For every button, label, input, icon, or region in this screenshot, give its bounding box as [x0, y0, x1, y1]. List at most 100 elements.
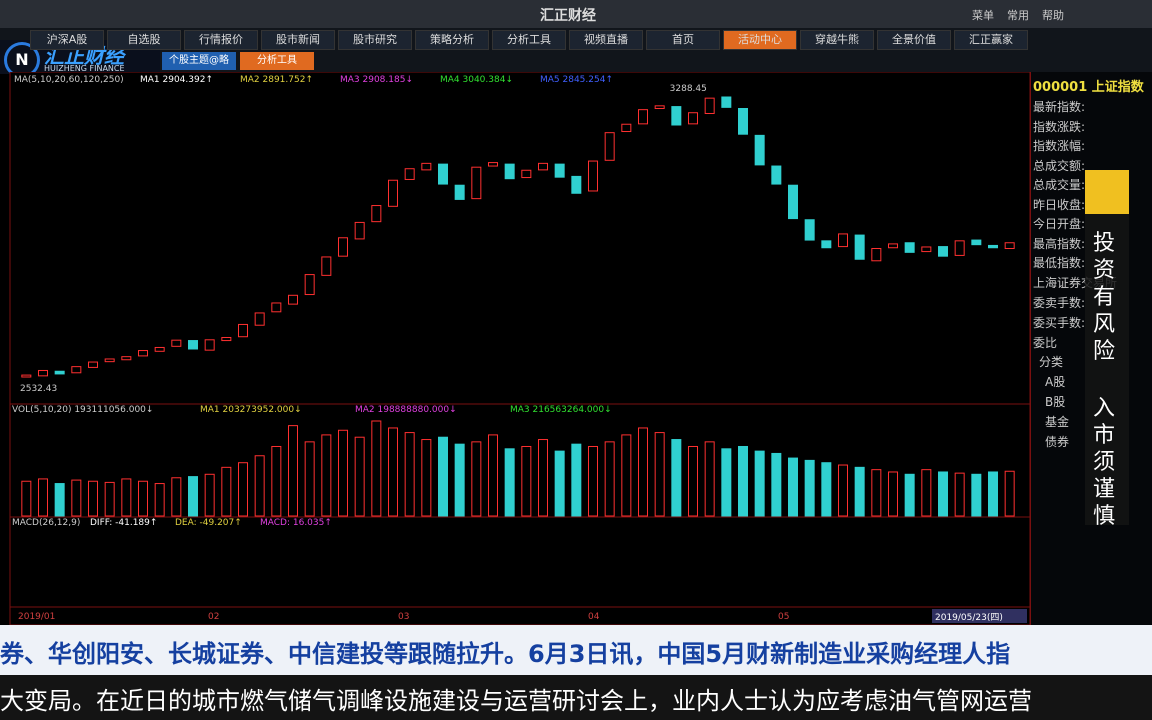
quote-field: 委卖手数:	[1033, 296, 1086, 310]
candle	[221, 336, 232, 342]
label: MACD(26,12,9)	[12, 518, 80, 528]
label: 2019/01	[18, 612, 55, 622]
volume-bar	[471, 441, 482, 517]
label: MA4 3040.384↓	[440, 75, 513, 85]
candle	[338, 237, 348, 257]
volume-bar	[638, 427, 648, 517]
candle	[988, 244, 998, 249]
volume-bar	[204, 473, 215, 517]
volume-bar	[404, 432, 415, 517]
chart-frame	[9, 72, 1030, 625]
volume-bar	[838, 464, 848, 517]
label: VOL(5,10,20) 193111056.000↓	[12, 405, 153, 415]
candle	[488, 162, 498, 167]
label: MA2 198888880.000↓	[355, 405, 457, 415]
volume-bar	[271, 445, 282, 517]
candle	[354, 221, 365, 240]
tab[interactable]: 行情报价	[184, 30, 258, 50]
tab[interactable]: 首页	[646, 30, 720, 50]
volume-bar	[21, 480, 32, 517]
volume-bar	[938, 471, 948, 517]
candle	[121, 356, 132, 361]
volume-bar	[54, 483, 65, 517]
label: 05	[778, 612, 789, 622]
candle	[238, 323, 248, 338]
breadth-row: 债券	[1045, 435, 1070, 449]
volume-bar	[188, 476, 198, 517]
label: 2019/05/23(四)	[935, 613, 1003, 623]
warning-text: 入市须谨慎	[1093, 396, 1116, 529]
tab[interactable]: 沪深A股	[30, 30, 104, 50]
volume-bar	[904, 473, 915, 517]
volume-bar	[888, 471, 898, 517]
volume-bar	[588, 445, 598, 517]
volume-bar	[871, 469, 882, 517]
volume-bar	[321, 434, 332, 517]
tab[interactable]: 活动中心	[723, 30, 797, 50]
tab[interactable]: 汇正赢家	[954, 30, 1028, 50]
volume-bar	[421, 439, 432, 517]
candle	[321, 256, 332, 276]
candle	[38, 369, 48, 377]
quote-field: 总成交额:	[1033, 158, 1086, 173]
volume-bar	[921, 469, 932, 517]
candle	[471, 166, 482, 200]
label: MA5 2845.254↑	[540, 75, 613, 85]
chart: MA(5,10,20,60,120,250) MA1 2904.392↑ MA2 2…	[9, 72, 1030, 625]
volume-bar	[954, 472, 965, 517]
candle	[688, 112, 698, 125]
tab[interactable]: 股市研究	[338, 30, 412, 50]
subtab[interactable]: 分析工具	[240, 52, 314, 70]
volume-bar	[154, 483, 165, 517]
menu-item: 菜单	[972, 9, 994, 22]
volume-bar	[721, 448, 732, 517]
tab[interactable]: 自选股	[107, 30, 181, 50]
candle	[421, 162, 432, 171]
quote-field: 昨日收盘:	[1033, 197, 1086, 212]
candle	[604, 132, 615, 161]
volume-bar	[604, 441, 615, 517]
candle	[588, 160, 598, 192]
candle	[671, 106, 682, 126]
candle	[654, 105, 665, 110]
candle	[754, 134, 765, 166]
candle	[854, 234, 865, 260]
volume-bar	[454, 443, 465, 517]
tab[interactable]: 股市新闻	[261, 30, 335, 50]
candle	[571, 175, 582, 194]
candle	[504, 163, 515, 180]
tab[interactable]: 策略分析	[415, 30, 489, 50]
candle	[54, 370, 65, 375]
news-line: 大变局。在近日的城市燃气储气调峰设施建设与运营研讨会上，业内人士认为应考虑油气管…	[0, 687, 1032, 715]
volume-bar	[38, 478, 48, 517]
volume-bar	[821, 462, 832, 517]
tab[interactable]: 分析工具	[492, 30, 566, 50]
volume-bar	[238, 462, 248, 517]
candle	[154, 346, 165, 352]
candle	[704, 97, 715, 114]
tab[interactable]: 视频直播	[569, 30, 643, 50]
candle	[438, 163, 448, 185]
candle	[888, 243, 898, 249]
candle	[788, 184, 798, 220]
volume-bar	[671, 439, 682, 517]
volume-bar	[304, 441, 315, 517]
quote-field: 指数涨跌:	[1033, 119, 1086, 134]
candle	[771, 165, 782, 185]
candle	[271, 302, 282, 313]
label: DEA: -49.207↑	[175, 518, 242, 528]
volume-bar	[338, 429, 348, 517]
tab[interactable]: 全景价值	[877, 30, 951, 50]
menu-item: 常用	[1007, 9, 1029, 22]
subtab[interactable]: 个股主题@略	[162, 52, 236, 70]
volume-bar	[771, 452, 782, 517]
tab[interactable]: 穿越牛熊	[800, 30, 874, 50]
volume-bar	[621, 434, 632, 517]
candle	[71, 366, 82, 374]
candle	[804, 219, 815, 241]
candle	[254, 312, 265, 326]
volume-bar	[254, 455, 265, 517]
news-line: 券、华创阳安、长城证券、中信建投等跟随拉升。6月3日讯，中国5月财新制造业采购经…	[0, 640, 1011, 668]
volume-bar	[138, 480, 148, 517]
